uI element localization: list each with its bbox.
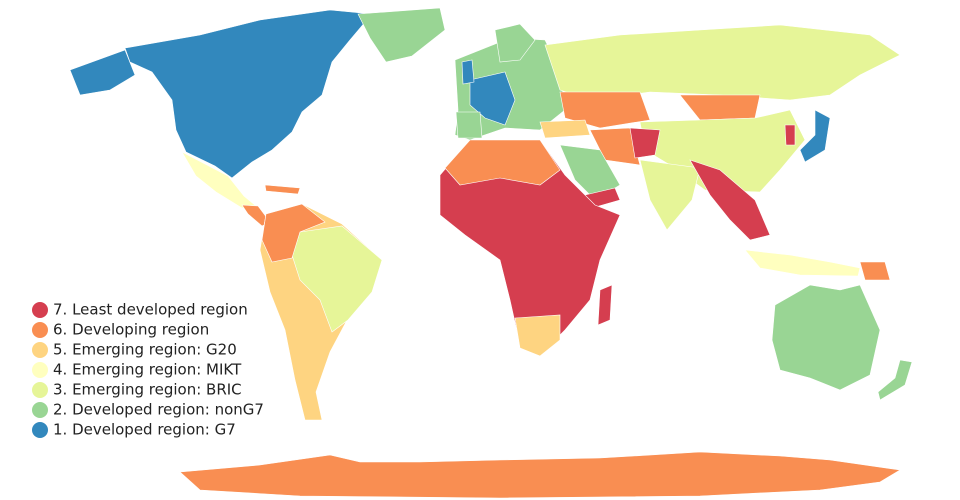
indonesia	[744, 249, 861, 277]
legend-swatch	[32, 402, 48, 418]
madagascar	[597, 284, 613, 326]
caribbean	[264, 184, 301, 195]
legend-swatch	[32, 302, 48, 318]
legend-label: 4. Emerging region: MIKT	[53, 361, 242, 379]
legend-label: 3. Emerging region: BRIC	[53, 381, 242, 399]
legend-label: 6. Developing region	[53, 321, 209, 339]
legend-swatch	[32, 422, 48, 438]
uk	[461, 59, 475, 85]
mongolia	[679, 94, 761, 121]
japan	[799, 109, 831, 163]
legend-swatch	[32, 382, 48, 398]
russia	[544, 24, 901, 101]
scandinavia	[494, 23, 536, 63]
countries	[69, 7, 913, 499]
north-africa	[444, 139, 561, 186]
legend: 7. Least developed region 6. Developing r…	[32, 301, 264, 439]
africa	[439, 139, 621, 356]
alaska	[69, 49, 136, 96]
legend-label: 5. Emerging region: G20	[53, 341, 237, 359]
legend-label: 7. Least developed region	[53, 301, 248, 319]
brazil	[291, 225, 383, 333]
legend-label: 2. Developed region: nonG7	[53, 401, 264, 419]
andean-north	[261, 203, 326, 263]
southeast-asia	[689, 159, 771, 241]
turkey	[539, 119, 591, 139]
legend-swatch	[32, 322, 48, 338]
legend-swatch	[32, 362, 48, 378]
western-europe	[469, 71, 516, 126]
antarctica	[179, 451, 901, 499]
legend-label: 1. Developed region: G7	[53, 421, 236, 439]
kazakhstan	[559, 91, 651, 129]
afghanistan	[629, 127, 661, 159]
papua	[859, 261, 891, 281]
korea	[784, 124, 796, 146]
new-zealand	[877, 359, 913, 401]
australia	[771, 284, 881, 391]
india	[639, 159, 701, 231]
south-africa	[514, 314, 561, 357]
canada-usa	[124, 9, 373, 179]
legend-swatch	[32, 342, 48, 358]
iberia	[455, 111, 483, 139]
greenland	[357, 7, 446, 63]
